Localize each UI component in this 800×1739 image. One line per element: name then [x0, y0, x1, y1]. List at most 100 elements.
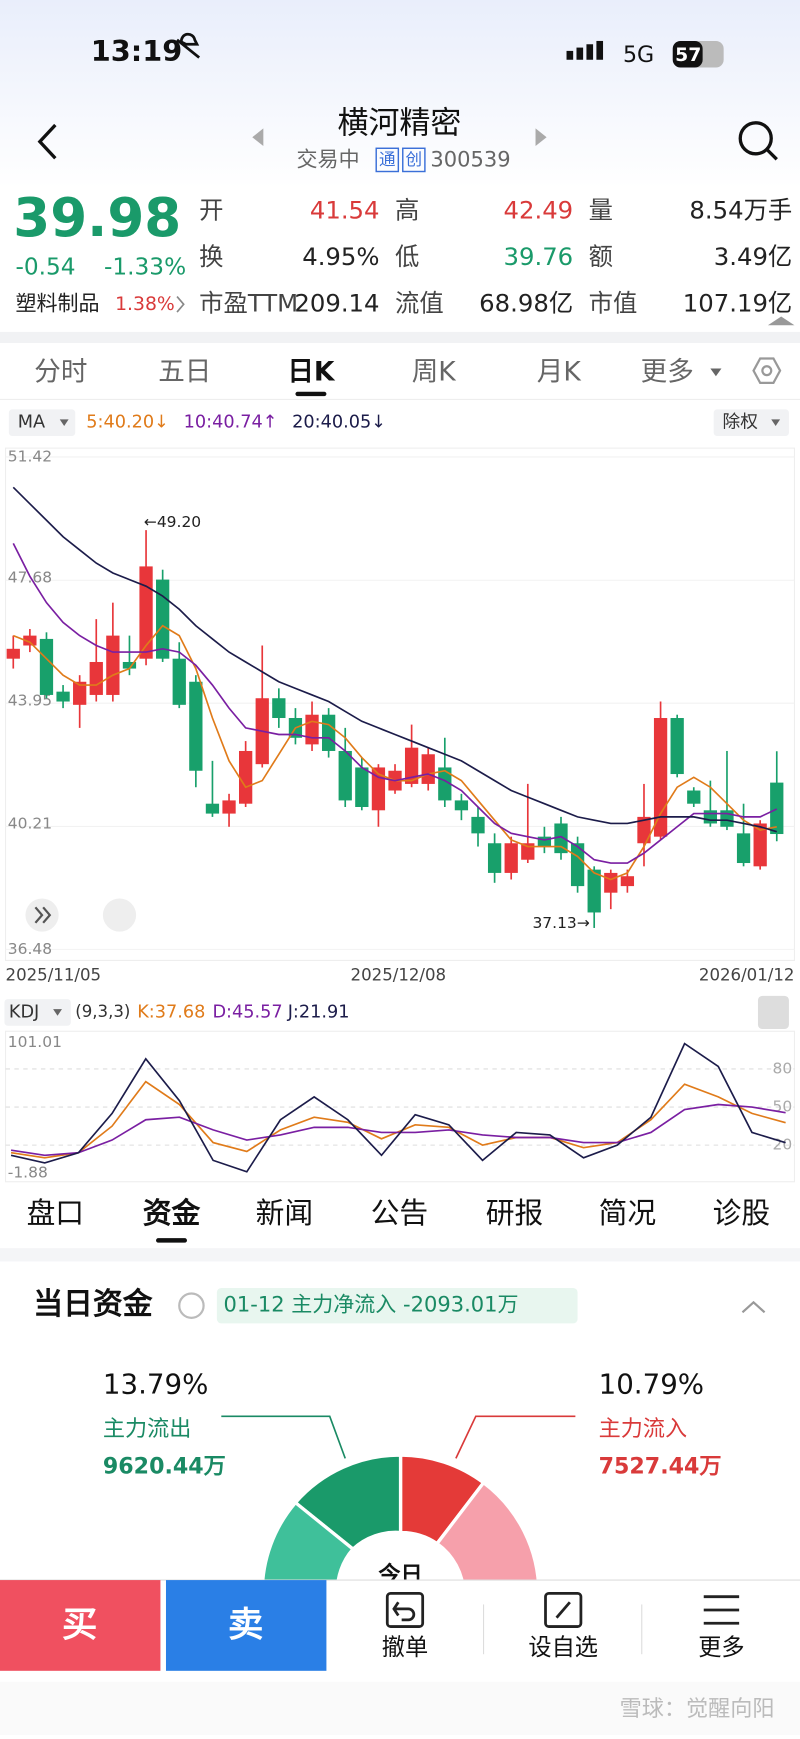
ma-legend: 20:40.05↓: [292, 413, 386, 433]
header-bg: [0, 0, 800, 189]
kdj-name: KDJ: [9, 1002, 39, 1022]
change-pct: -1.33%: [104, 253, 186, 280]
flow-badge: [216, 1287, 578, 1324]
period-tab[interactable]: 分时: [34, 356, 87, 387]
inflow-pct: 10.79%: [599, 1367, 704, 1400]
inflow-amount: 7527.44万: [599, 1454, 722, 1480]
indicator-arrow: [59, 419, 69, 427]
kdj-line: [10, 1042, 786, 1173]
badge-text: 创: [406, 150, 423, 169]
mute-icon: [176, 32, 201, 59]
info-tab[interactable]: 研报: [486, 1196, 544, 1230]
prev-stock[interactable]: [252, 128, 264, 147]
kdj-legend: D:45.57: [212, 1002, 282, 1022]
inflow-leader: [455, 1415, 576, 1459]
y-tick-label: 51.42: [8, 447, 52, 465]
trade-status: 交易中: [297, 146, 360, 171]
info-tab[interactable]: 诊股: [713, 1196, 771, 1230]
adjust-arrow: [771, 419, 781, 427]
adjust-select[interactable]: [713, 409, 789, 436]
candle-body: [106, 635, 120, 695]
adjust-label: 除权: [723, 412, 759, 433]
settings-icon[interactable]: [752, 357, 782, 384]
stat-label: 低: [395, 242, 419, 271]
stat-label: 高: [395, 195, 419, 224]
ma-legend: 10:40.74↑: [184, 413, 278, 433]
stat-value: 4.95%: [302, 242, 379, 271]
candle-body: [753, 823, 767, 867]
info-tab[interactable]: 公告: [371, 1196, 429, 1230]
tab-underline: [295, 391, 327, 397]
next-stock[interactable]: [535, 128, 547, 147]
candle-body: [122, 661, 137, 669]
candle-body: [703, 810, 718, 824]
watermark-bar: [0, 1681, 800, 1735]
sell-button[interactable]: [165, 1580, 327, 1671]
fund-title: 当日资金: [33, 1287, 154, 1322]
period-tab[interactable]: 月K: [537, 356, 582, 387]
flow-text: 01-12 主力净流入 -2093.01万: [224, 1292, 519, 1317]
candle-body: [404, 747, 419, 784]
stat-value: 107.19亿: [683, 288, 792, 317]
back-button[interactable]: [37, 123, 57, 160]
buy-button[interactable]: [0, 1580, 161, 1671]
badge-text: 通: [379, 150, 396, 169]
y-tick-label: 20: [773, 1136, 793, 1154]
info-tab[interactable]: 新闻: [256, 1196, 314, 1230]
info-tab[interactable]: 简况: [599, 1196, 657, 1230]
action-label[interactable]: 撤单: [382, 1634, 428, 1661]
y-tick-label: 36.48: [8, 940, 52, 958]
candle-body: [653, 718, 668, 837]
outflow-pct: 13.79%: [103, 1367, 208, 1400]
section-gap: [0, 1248, 800, 1262]
collapse[interactable]: [767, 316, 795, 326]
buy-label[interactable]: 买: [62, 1605, 97, 1646]
sector-pct: 1.38%: [115, 294, 175, 315]
inflow-label: 主力流入: [599, 1416, 688, 1442]
action-label[interactable]: 更多: [698, 1634, 744, 1661]
scroll-arrows: [34, 906, 52, 924]
period-tab[interactable]: 五日: [158, 356, 211, 387]
badge: [402, 147, 426, 173]
candle-body: [471, 816, 485, 834]
action-label[interactable]: 设自选: [528, 1634, 598, 1661]
signal-icon: [566, 40, 604, 60]
watermark: 雪球：觉醒向阳: [620, 1696, 775, 1722]
candle-body: [438, 767, 452, 801]
candle-body: [687, 790, 701, 804]
kdj-select[interactable]: [4, 999, 71, 1026]
x-date: 2025/11/05: [6, 965, 102, 984]
kdj-line: [10, 1103, 786, 1157]
period-tab[interactable]: 周K: [412, 356, 457, 387]
candle-body: [6, 648, 20, 659]
help-icon[interactable]: [178, 1292, 205, 1319]
fold-icon[interactable]: [741, 1300, 766, 1314]
candle-body: [670, 718, 684, 775]
candle-body: [23, 635, 37, 646]
fullscreen-button[interactable]: [102, 898, 137, 932]
expand-button[interactable]: [757, 995, 789, 1030]
action-icons: [385, 1591, 740, 1628]
kline-frame: [4, 447, 796, 961]
ma-legend: 5:40.20↓: [86, 413, 169, 433]
min-annotation: 37.13→: [532, 914, 589, 932]
badge: [375, 147, 400, 173]
kdj-legend: K:37.68: [137, 1002, 205, 1022]
outflow-leader: [221, 1415, 347, 1459]
period-tab[interactable]: 日K: [287, 356, 336, 387]
sell-label[interactable]: 卖: [228, 1605, 263, 1646]
info-tab[interactable]: 资金: [143, 1196, 201, 1230]
info-tab[interactable]: 盘口: [27, 1196, 85, 1230]
stock-name: 横河精密: [338, 106, 462, 142]
stat-value: 41.54: [310, 195, 380, 224]
search-button[interactable]: [738, 121, 773, 156]
period-tab[interactable]: 更多: [641, 356, 694, 387]
kdj-arrow: [53, 1009, 62, 1016]
candle-body: [587, 869, 601, 913]
candle-body: [189, 681, 203, 771]
stat-value: 39.76: [504, 242, 574, 271]
candle-body: [487, 843, 502, 873]
divider: [0, 331, 800, 344]
price: 39.98: [13, 187, 181, 249]
indicator-select[interactable]: [8, 409, 76, 436]
